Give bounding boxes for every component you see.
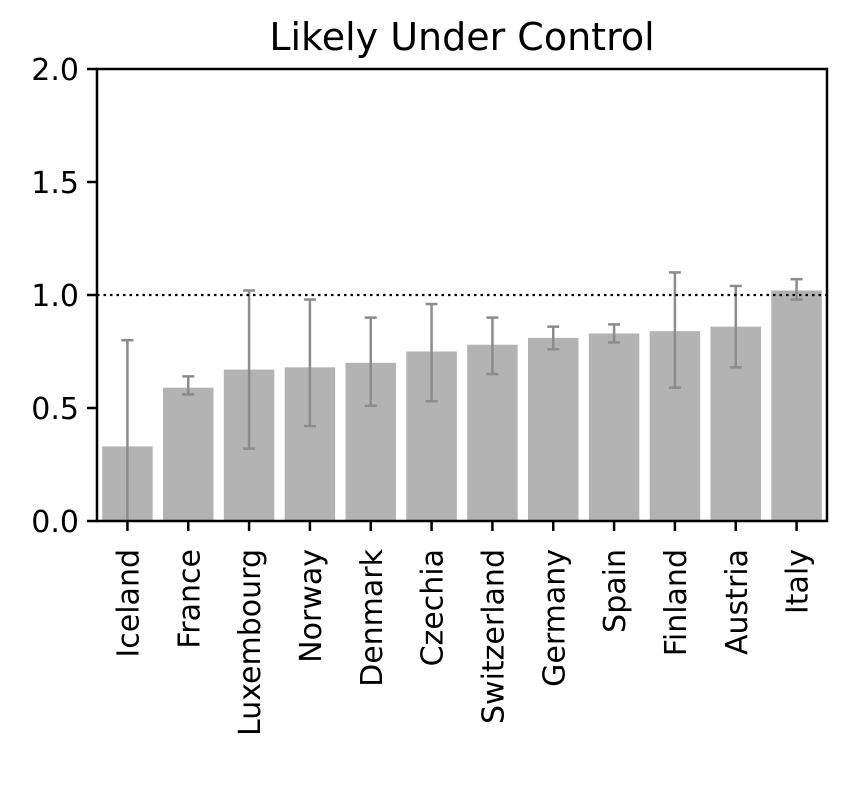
error-bar-switzerland bbox=[486, 316, 499, 376]
error-bar-finland bbox=[668, 271, 681, 389]
x-tick-label-france: France bbox=[172, 549, 207, 649]
x-tick-label-iceland: Iceland bbox=[111, 549, 146, 658]
x-tick-label-italy: Italy bbox=[781, 549, 816, 614]
x-tick-label-denmark: Denmark bbox=[355, 548, 390, 687]
error-bar-norway bbox=[303, 298, 316, 428]
y-tick-label: 0.5 bbox=[31, 392, 79, 427]
chart-title: Likely Under Control bbox=[269, 15, 654, 59]
x-tick-label-luxembourg: Luxembourg bbox=[233, 549, 268, 736]
x-axis: Iceland France Luxembourg Norway Denmark Czec… bbox=[111, 521, 816, 736]
bar-italy bbox=[771, 290, 822, 521]
x-tick-label-germany: Germany bbox=[537, 549, 572, 687]
error-bar-france bbox=[182, 375, 195, 396]
bar-germany bbox=[528, 337, 579, 521]
bars-group bbox=[102, 290, 822, 521]
bar-spain bbox=[588, 333, 640, 521]
y-tick-label: 1.5 bbox=[31, 166, 79, 201]
error-bar-denmark bbox=[364, 316, 377, 407]
x-tick-label-czechia: Czechia bbox=[416, 549, 451, 666]
error-bar-italy bbox=[790, 277, 803, 301]
error-bars-group bbox=[121, 271, 803, 521]
y-tick-label: 0.0 bbox=[31, 505, 79, 540]
error-bar-luxembourg bbox=[243, 289, 256, 450]
x-tick-label-finland: Finland bbox=[659, 549, 694, 656]
x-tick-label-austria: Austria bbox=[720, 549, 755, 655]
y-axis: 0.0 0.5 1.0 1.5 2.0 bbox=[31, 53, 97, 540]
bar-france bbox=[163, 387, 214, 521]
y-tick-label: 2.0 bbox=[31, 53, 79, 88]
error-bar-iceland bbox=[121, 338, 134, 521]
error-bar-germany bbox=[547, 325, 560, 351]
x-tick-label-norway: Norway bbox=[294, 549, 329, 663]
y-tick-label: 1.0 bbox=[31, 279, 79, 314]
error-bar-austria bbox=[729, 284, 742, 369]
error-bar-spain bbox=[608, 323, 621, 344]
x-tick-label-switzerland: Switzerland bbox=[476, 549, 511, 724]
x-tick-label-spain: Spain bbox=[598, 549, 633, 633]
error-bar-czechia bbox=[425, 302, 438, 403]
